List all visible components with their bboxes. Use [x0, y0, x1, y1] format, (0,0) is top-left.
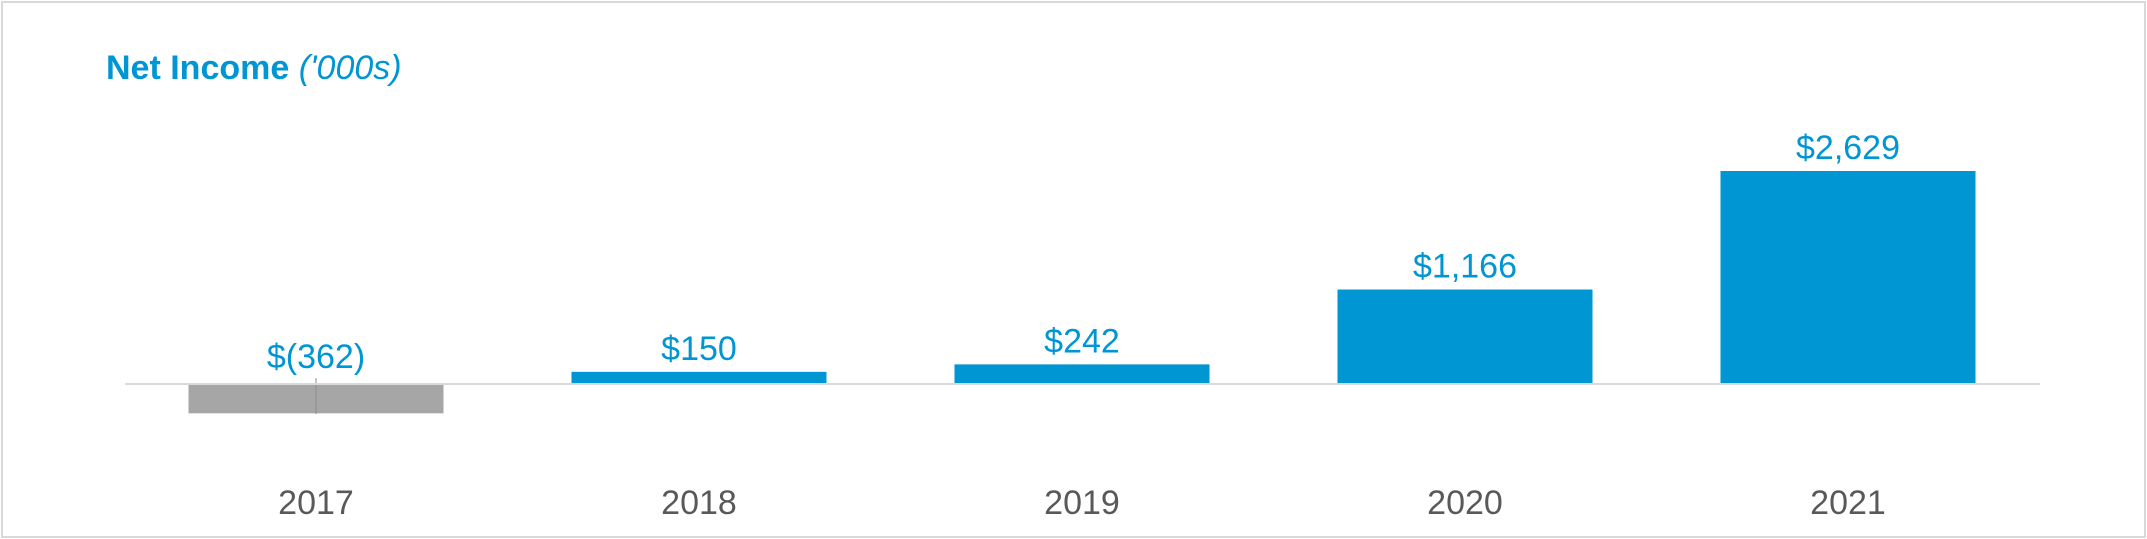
bar-2018 [571, 371, 827, 384]
x-tick-label-2021: 2021 [1810, 484, 1886, 522]
chart-title-unit: ('000s) [298, 49, 402, 87]
chart-title-text: Net Income [106, 49, 290, 87]
data-label-2018: $150 [661, 330, 737, 368]
data-label-2017: $(362) [267, 338, 365, 376]
x-tick-label-2017: 2017 [278, 484, 354, 522]
bar-2020 [1337, 289, 1593, 384]
chart-title: Net Income ('000s) [106, 48, 402, 88]
labels-group: $(362) 2017 $150 2018 $242 2019 $1,166 2020 $2,6… [267, 129, 1900, 522]
data-label-2020: $1,166 [1413, 248, 1517, 286]
bar-2021 [1720, 171, 1976, 384]
data-label-2021: $2,629 [1796, 129, 1900, 167]
x-tick-label-2020: 2020 [1427, 484, 1503, 522]
x-tick-label-2019: 2019 [1044, 484, 1120, 522]
data-label-2019: $242 [1044, 322, 1120, 360]
x-tick-label-2018: 2018 [661, 484, 737, 522]
bars-group [188, 171, 1976, 414]
bar-2019 [954, 364, 1210, 384]
